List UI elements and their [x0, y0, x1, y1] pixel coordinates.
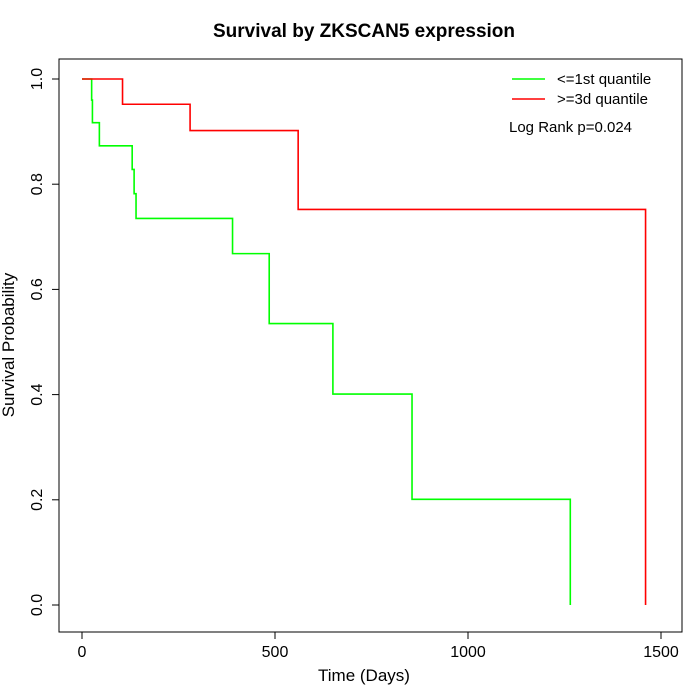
- legend-label-2: >=3d quantile: [557, 91, 648, 108]
- survival-curve-1: [82, 78, 572, 605]
- series-layer: [82, 78, 647, 605]
- y-tick-label: 1.0: [29, 68, 46, 90]
- legend-label-1: <=1st quantile: [557, 71, 651, 88]
- x-axis-label: Time (Days): [318, 666, 410, 685]
- y-tick-label: 0.2: [29, 489, 46, 511]
- y-axis-label: Survival Probability: [0, 272, 18, 417]
- x-tick-label: 1000: [450, 644, 486, 661]
- y-tick-label: 0.4: [29, 383, 46, 405]
- y-axis: 0.0 0.2 0.4 0.6 0.8 1.0: [29, 68, 60, 616]
- legend: <=1st quantile >=3d quantile: [512, 71, 651, 108]
- y-tick-label: 0.6: [29, 278, 46, 300]
- x-tick-label: 1500: [643, 644, 679, 661]
- chart-title: Survival by ZKSCAN5 expression: [213, 21, 515, 42]
- x-tick-label: 0: [78, 644, 87, 661]
- x-tick-label: 500: [262, 644, 289, 661]
- y-tick-label: 0.8: [29, 173, 46, 195]
- log-rank-annotation: Log Rank p=0.024: [509, 119, 632, 136]
- y-tick-label: 0.0: [29, 594, 46, 616]
- survival-curve-2: [82, 78, 647, 605]
- x-axis: 0 500 1000 1500: [78, 631, 679, 661]
